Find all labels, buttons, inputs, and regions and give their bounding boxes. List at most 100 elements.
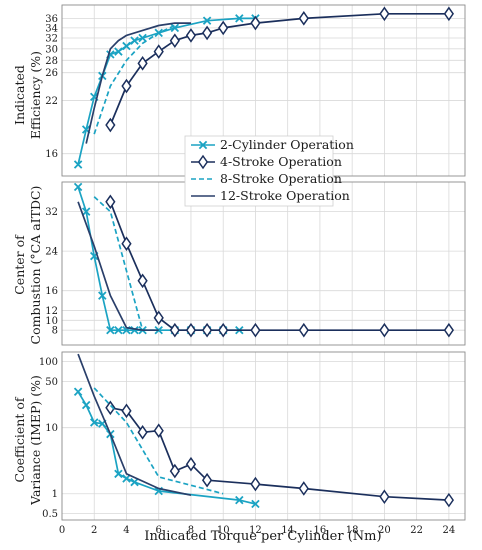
cov-series-line-2cyl bbox=[77, 391, 256, 505]
legend-item-8stroke: 8-Stroke Operation bbox=[191, 171, 342, 186]
cov-point-2cyl bbox=[251, 499, 260, 509]
cov-xtick-label: 14 bbox=[281, 525, 294, 536]
combustion-point-4stroke bbox=[201, 322, 213, 338]
cov-xtick-label: 0 bbox=[59, 525, 65, 536]
efficiency-ytick-label: 22 bbox=[45, 96, 58, 107]
cov-point-4stroke bbox=[137, 425, 148, 440]
cov-xtick-label: 22 bbox=[410, 525, 423, 536]
legend-x-marker bbox=[198, 140, 208, 150]
efficiency-ytick-label: 36 bbox=[45, 14, 58, 25]
legend-diamond-marker bbox=[197, 154, 209, 170]
efficiency-point-4stroke bbox=[185, 28, 197, 43]
combustion-ytick-label: 16 bbox=[45, 286, 58, 297]
cov-plot-frame bbox=[61, 351, 466, 521]
combustion-point-4stroke bbox=[185, 322, 197, 338]
combustion-ytick-label: 10 bbox=[45, 316, 58, 327]
efficiency-point-2cyl bbox=[114, 47, 123, 56]
cov-point-2cyl bbox=[114, 469, 123, 479]
cov-point-2cyl bbox=[81, 400, 91, 410]
efficiency-series-line-4stroke bbox=[109, 12, 449, 126]
cov-point-2cyl bbox=[90, 418, 99, 427]
efficiency-point-2cyl bbox=[138, 33, 147, 43]
efficiency-point-4stroke bbox=[298, 11, 309, 26]
combustion-series-line-4stroke bbox=[109, 201, 449, 332]
combustion-ylabel-line1: Center of bbox=[12, 234, 27, 295]
combustion-point-4stroke bbox=[298, 322, 309, 338]
efficiency-point-4stroke bbox=[105, 117, 116, 133]
cov-ylabel-line1: Coefficient of bbox=[12, 396, 27, 482]
combustion-ytick-label: 24 bbox=[45, 247, 58, 258]
legend-label-8stroke: 8-Stroke Operation bbox=[220, 171, 342, 186]
cov-xtick-label: 20 bbox=[378, 525, 391, 536]
efficiency-point-4stroke bbox=[250, 15, 261, 31]
efficiency-ytick-label: 30 bbox=[45, 44, 58, 55]
cov-point-4stroke bbox=[185, 456, 197, 472]
combustion-point-2cyl bbox=[154, 325, 163, 335]
combustion-point-4stroke bbox=[218, 322, 229, 338]
efficiency-point-2cyl bbox=[122, 41, 131, 51]
legend-label-2cyl: 2-Cylinder Operation bbox=[220, 137, 354, 152]
cov-xtick-label: 12 bbox=[249, 525, 262, 536]
legend-label-4stroke: 4-Stroke Operation bbox=[220, 154, 342, 169]
efficiency-point-4stroke bbox=[201, 25, 213, 41]
cov-xtick-label: 8 bbox=[188, 525, 194, 536]
cov-point-4stroke bbox=[298, 481, 309, 496]
combustion-point-2cyl bbox=[106, 325, 115, 335]
combustion-point-4stroke bbox=[153, 310, 164, 326]
cov-point-4stroke bbox=[153, 423, 164, 439]
efficiency-point-4stroke bbox=[121, 78, 132, 94]
legend-box bbox=[184, 135, 334, 207]
efficiency-ylabel-line2: Efficiency (%) bbox=[28, 51, 43, 139]
combustion-ytick-label: 32 bbox=[45, 207, 58, 218]
combustion-point-2cyl bbox=[98, 291, 107, 300]
cov-point-4stroke bbox=[105, 400, 116, 416]
legend-marker-4stroke bbox=[197, 154, 209, 170]
cov-point-4stroke bbox=[379, 489, 390, 505]
efficiency-point-4stroke bbox=[379, 6, 390, 22]
combustion-ytick-label: 8 bbox=[52, 326, 58, 337]
combustion-series-line-8stroke bbox=[93, 196, 159, 332]
cov-xtick-label: 2 bbox=[91, 525, 97, 536]
combustion-series-line-12stroke bbox=[77, 201, 159, 332]
combustion-point-2cyl bbox=[114, 325, 123, 335]
combustion-point-4stroke bbox=[137, 273, 148, 289]
legend-item-2cyl: 2-Cylinder Operation bbox=[191, 137, 354, 152]
efficiency-ytick-label: 16 bbox=[45, 149, 58, 160]
efficiency-point-2cyl bbox=[235, 14, 244, 23]
cov-ylabel-line2: Variance (IMEP) (%) bbox=[28, 375, 43, 506]
combustion-point-2cyl bbox=[81, 207, 91, 216]
efficiency-ylabel-line1: Indicated bbox=[12, 65, 27, 125]
cov-point-4stroke bbox=[443, 492, 454, 508]
efficiency-point-4stroke bbox=[169, 33, 180, 48]
combustion-point-4stroke bbox=[169, 322, 180, 338]
combustion-point-4stroke bbox=[105, 194, 116, 210]
cov-series-line-4stroke bbox=[110, 406, 449, 501]
cov-ytick-label: 1 bbox=[52, 489, 58, 500]
efficiency-ytick-label: 34 bbox=[45, 23, 58, 34]
efficiency-point-4stroke bbox=[137, 56, 148, 71]
efficiency-point-4stroke bbox=[218, 20, 229, 36]
combustion-point-4stroke bbox=[121, 236, 132, 252]
cov-xtick-label: 10 bbox=[217, 525, 230, 536]
legend: 2-Cylinder Operation 4-Stroke Operation … bbox=[184, 135, 354, 207]
efficiency-point-4stroke bbox=[443, 6, 454, 22]
legend-marker-2cyl bbox=[198, 140, 208, 150]
combustion-point-4stroke bbox=[443, 322, 454, 338]
cov-point-4stroke bbox=[169, 463, 180, 479]
cov-point-2cyl bbox=[73, 387, 83, 396]
efficiency-point-4stroke bbox=[153, 44, 164, 59]
combustion-ylabel-line2: Combustion (°CA aITDC) bbox=[28, 186, 43, 345]
cov-point-4stroke bbox=[121, 403, 132, 419]
legend-label-12stroke: 12-Stroke Operation bbox=[220, 188, 350, 203]
efficiency-point-2cyl bbox=[130, 36, 139, 45]
combustion-point-4stroke bbox=[250, 322, 261, 338]
efficiency-ytick-label: 26 bbox=[45, 68, 58, 79]
cov-xtick-label: 16 bbox=[314, 525, 327, 536]
cov-ytick-label: 10 bbox=[45, 423, 58, 434]
cov-point-2cyl bbox=[130, 477, 139, 487]
efficiency-series-line-2cyl bbox=[77, 17, 256, 165]
efficiency-ytick-label: 32 bbox=[45, 34, 58, 45]
